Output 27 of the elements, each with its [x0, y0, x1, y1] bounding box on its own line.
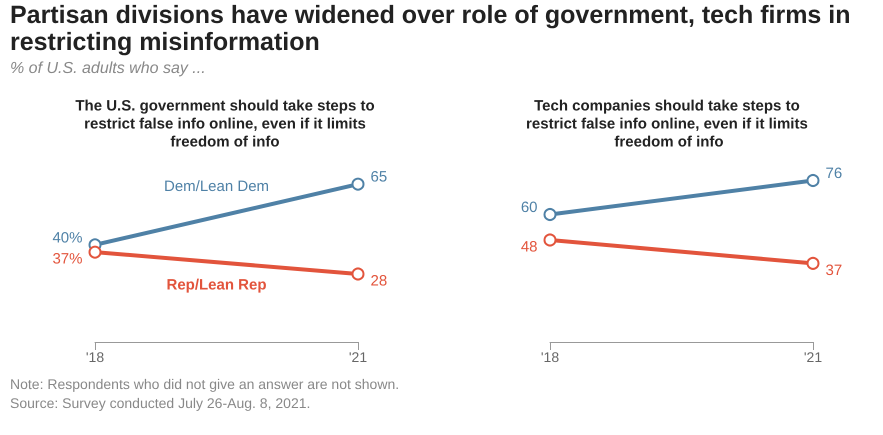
data-label: 76: [826, 165, 842, 182]
series-label: Rep/Lean Rep: [166, 276, 267, 294]
series-label: Dem/Lean Dem: [164, 178, 270, 195]
point: [544, 208, 556, 221]
point: [352, 268, 364, 280]
x-tick-label: '18: [86, 349, 104, 365]
point: [88, 246, 102, 259]
point: [352, 178, 364, 191]
source-note: Source: Survey conducted July 26-Aug. 8, 2021.: [10, 394, 312, 413]
point: [544, 234, 556, 246]
text: Note: Respondents who did not give an answer are not shown.: [10, 375, 400, 394]
x-tick-label: '18: [540, 349, 560, 365]
data-label: 48: [520, 238, 538, 256]
x-tick-label: '21: [348, 349, 368, 365]
chart-title: Tech companies should take steps to restrict false info online, even if it limits freedom of info: [526, 98, 812, 150]
data-label: 37%: [52, 250, 82, 268]
text: % of U.S. adults who say ...: [10, 60, 206, 78]
text: Partisan divisions have widened over role of government, tech firms in restricting misinformation: [10, 1, 852, 56]
data-label: 40%: [52, 229, 82, 246]
point: [806, 174, 820, 187]
chart-title: The U.S. government should take steps to restrict false info online, even if it limits freedom of info: [75, 98, 375, 150]
data-label: 60: [520, 199, 538, 216]
x-tick-label: '21: [804, 349, 822, 365]
data-label: 37: [826, 262, 842, 279]
data-label: 28: [370, 272, 388, 290]
point: [806, 256, 820, 270]
data-label: 65: [370, 168, 388, 186]
